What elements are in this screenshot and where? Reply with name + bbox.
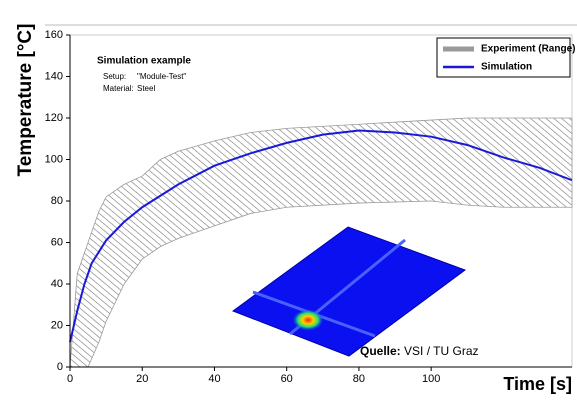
annotation-key: Material: [103,84,134,93]
x-tick-label: 100 [422,373,440,385]
annotation-value: Steel [137,84,155,93]
chart: Quelle: VSI / TU Graz Simulation example… [0,0,577,401]
x-axis-title: Time [s] [503,374,572,394]
x-tick-label: 80 [353,373,365,385]
y-tick-label: 160 [45,29,63,41]
legend-label: Simulation [481,62,532,73]
x-tick-label: 0 [67,373,73,385]
y-tick-label: 0 [57,361,63,373]
source-text: VSI / TU Graz [404,344,478,358]
x-tick-label: 40 [208,373,220,385]
annotation-title: Simulation example [97,56,191,67]
y-axis-title: Temperature [°C] [15,24,36,177]
x-tick-label: 20 [136,373,148,385]
y-tick-label: 20 [51,319,63,331]
inset-plate [233,227,465,356]
x-tick-label: 60 [281,373,293,385]
legend-label: Experiment (Range) [481,44,575,55]
y-tick-label: 80 [51,195,63,207]
y-tick-label: 100 [45,153,63,165]
y-tick-label: 120 [45,112,63,124]
y-tick-label: 60 [51,236,63,248]
source: Quelle: VSI / TU Graz [360,344,479,358]
source-label: Quelle: [360,344,401,358]
y-tick-label: 140 [45,70,63,82]
annotation-key: Setup: [103,72,126,81]
y-tick-label: 40 [51,278,63,290]
annotation-value: "Module-Test" [137,72,186,81]
